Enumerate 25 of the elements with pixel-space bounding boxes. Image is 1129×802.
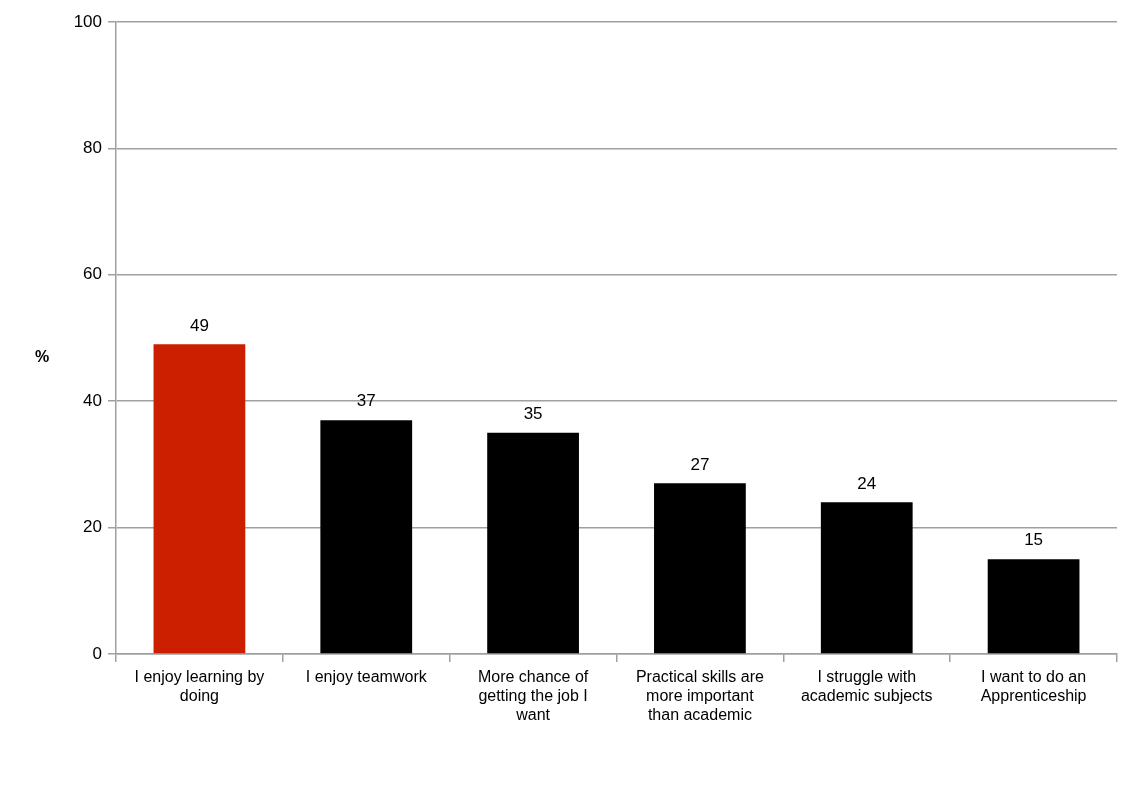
data-label: 37 (356, 391, 376, 411)
y-axis-title: % (34, 348, 50, 366)
x-tick-label: I enjoy learning by doing (134, 668, 265, 705)
y-tick-label: 80 (83, 138, 102, 158)
data-label: 27 (690, 454, 710, 474)
y-tick-label: 100 (73, 11, 102, 31)
x-tick-label: Practical skills are more important than academic (635, 668, 765, 724)
data-label: 24 (857, 473, 877, 493)
x-tick-label: I struggle with academic subjects (800, 668, 933, 705)
bar (320, 420, 413, 654)
y-tick-label: 60 (83, 264, 102, 284)
bar (654, 483, 746, 654)
x-tick-label: I want to do an Apprenticeship (980, 668, 1087, 705)
y-tick-label: 20 (83, 517, 102, 537)
bar (487, 432, 579, 654)
y-tick-label: 40 (83, 390, 102, 410)
x-tick-label: I enjoy teamwork (305, 668, 428, 686)
data-label: 49 (189, 315, 209, 335)
bar (987, 559, 1080, 654)
x-tick-label: More chance of getting the job I want (477, 668, 589, 724)
data-label: 35 (523, 403, 543, 423)
data-label: 15 (1024, 530, 1044, 550)
bar (820, 502, 913, 654)
y-tick-label: 0 (92, 643, 102, 663)
bar (153, 344, 246, 654)
